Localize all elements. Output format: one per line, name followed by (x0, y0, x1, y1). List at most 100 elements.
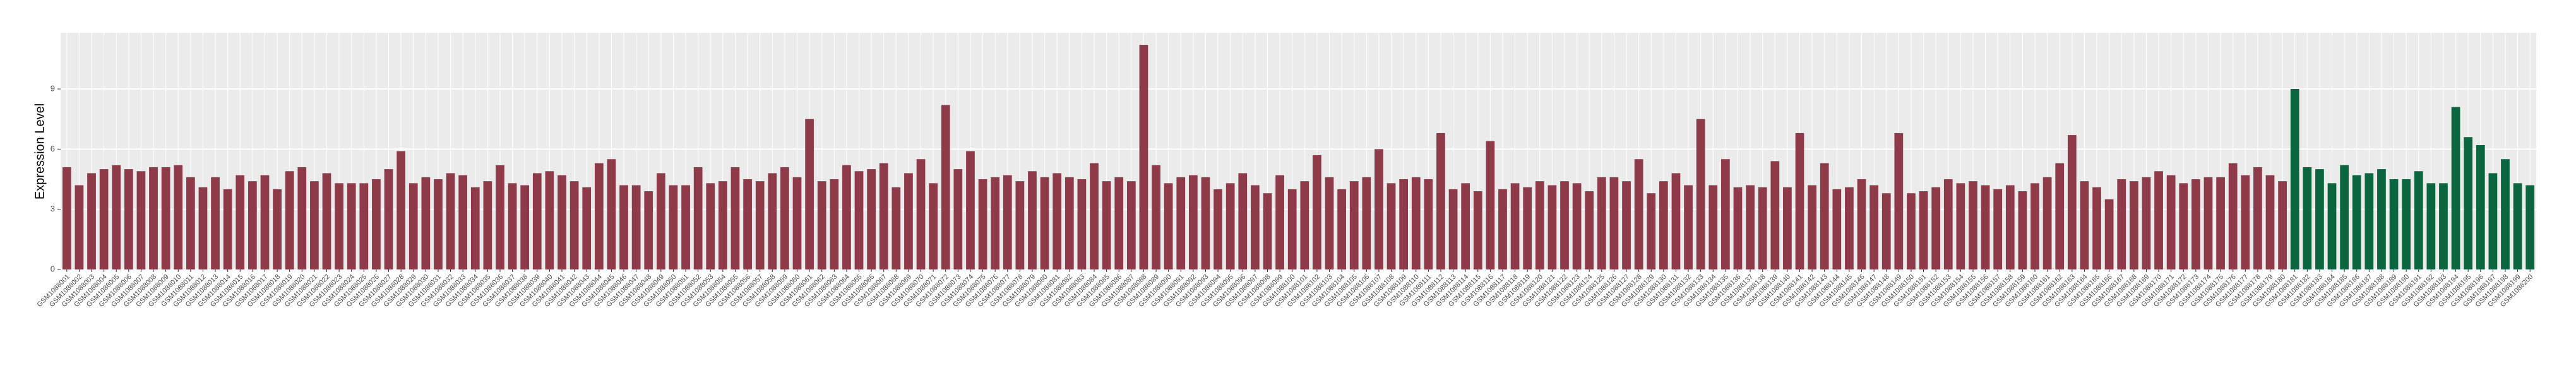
bar (941, 105, 950, 269)
bar (978, 179, 987, 269)
bar (335, 183, 343, 269)
bar (582, 187, 592, 269)
bar (1275, 175, 1284, 269)
bar (1313, 155, 1321, 269)
bar (2377, 169, 2386, 269)
bar (1349, 181, 1359, 269)
bar (1808, 185, 1816, 269)
bar (780, 167, 789, 269)
bar (1188, 175, 1198, 269)
bar (929, 183, 938, 269)
bar (1164, 183, 1173, 269)
y-tick-label: 3 (51, 204, 55, 213)
bar (1758, 187, 1767, 269)
bar (545, 171, 554, 269)
bar (1337, 189, 1346, 269)
bar (2501, 159, 2510, 269)
bar (2414, 171, 2423, 269)
bar (2426, 183, 2436, 269)
bar (285, 171, 294, 269)
bar (1374, 149, 1383, 269)
bar (496, 165, 504, 269)
bar (1473, 191, 1482, 269)
bar (854, 171, 864, 269)
bar (297, 167, 307, 269)
bar (1325, 177, 1334, 269)
bar (1052, 173, 1062, 269)
bar (1684, 185, 1693, 269)
bar (817, 181, 826, 269)
bar (1770, 161, 1780, 269)
bar (75, 185, 84, 269)
bar (458, 175, 468, 269)
bar (124, 169, 133, 269)
bar (1263, 193, 1272, 269)
bar (991, 177, 1000, 269)
bar (1015, 181, 1025, 269)
bar (2042, 177, 2052, 269)
bar (2525, 185, 2535, 269)
bar (62, 167, 71, 269)
bar (966, 151, 975, 269)
bar (2476, 145, 2485, 269)
y-tick-label: 9 (51, 83, 55, 93)
bar (569, 181, 579, 269)
bar (607, 159, 616, 269)
bar (1090, 163, 1099, 269)
y-tick-label: 6 (51, 144, 55, 153)
bar (891, 187, 901, 269)
bar (1535, 181, 1544, 269)
bar (1225, 183, 1235, 269)
bar (2191, 179, 2200, 269)
bar (372, 179, 381, 269)
bar (1609, 177, 1619, 269)
bar (1114, 177, 1124, 269)
bar (1102, 181, 1111, 269)
bar (867, 169, 876, 269)
bar (1572, 183, 1582, 269)
bar (1857, 179, 1866, 269)
bar (755, 181, 765, 269)
bar (2067, 135, 2077, 269)
bar (1845, 187, 1854, 269)
bar (1560, 181, 1569, 269)
bar (1077, 179, 1087, 269)
bar (1510, 183, 1520, 269)
bar (520, 185, 530, 269)
bar (1213, 189, 1222, 269)
bar (1969, 181, 1977, 269)
bar (1362, 177, 1371, 269)
bar (2216, 177, 2225, 269)
bar (2488, 173, 2498, 269)
bar (198, 187, 208, 269)
bar (1040, 177, 1049, 269)
bar (594, 163, 604, 269)
bar (1424, 179, 1433, 269)
bar (1783, 187, 1792, 269)
bar (619, 185, 628, 269)
bar (434, 179, 443, 269)
bar (1238, 173, 1248, 269)
bar (1907, 193, 1916, 269)
bar (953, 169, 963, 269)
bar (470, 187, 480, 269)
bar (2402, 179, 2411, 269)
bar (2018, 191, 2027, 269)
bar (1585, 191, 1594, 269)
bar (1523, 187, 1532, 269)
bar (2129, 181, 2138, 269)
bar (1622, 181, 1631, 269)
bar (397, 151, 405, 269)
bar (2389, 179, 2399, 269)
bar (1399, 179, 1409, 269)
bar (1820, 163, 1829, 269)
y-tick-label: 0 (51, 264, 55, 273)
bar (1659, 181, 1668, 269)
bar (1152, 165, 1160, 269)
bar (1003, 175, 1012, 269)
bar (532, 173, 542, 269)
bar (631, 185, 641, 269)
bar (211, 177, 220, 269)
bar (483, 181, 492, 269)
